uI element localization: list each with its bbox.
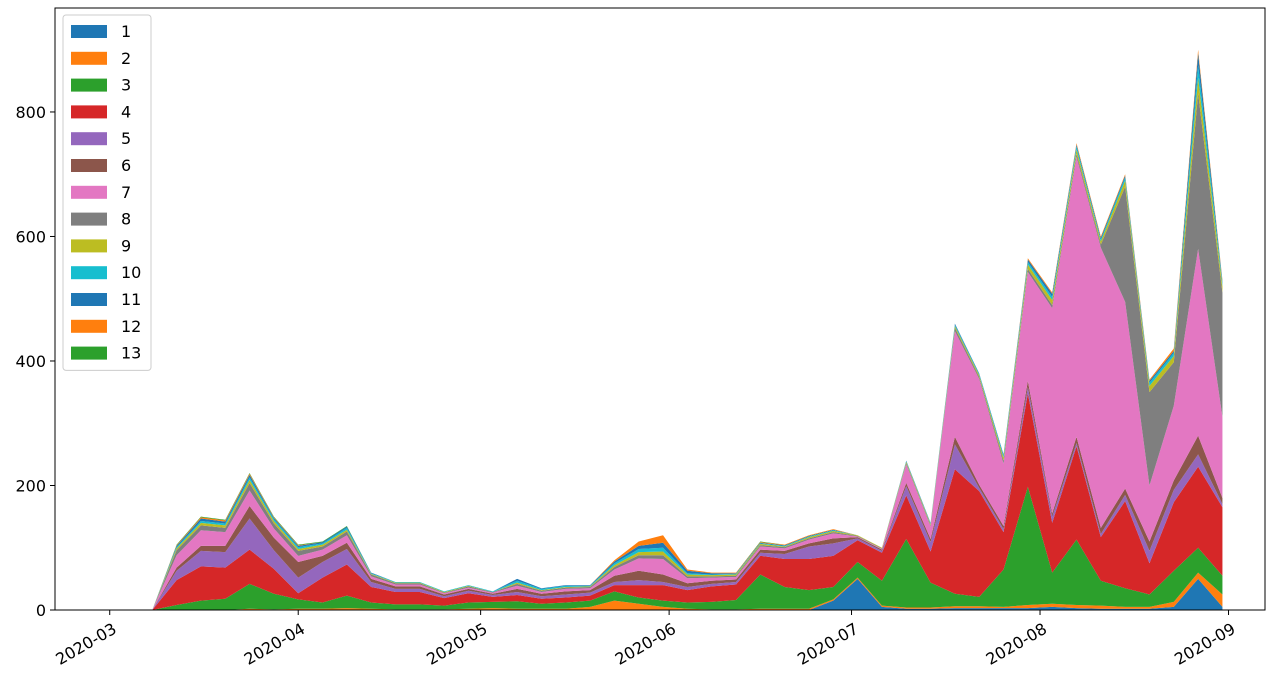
x-tick-label: 2020-04 [241,619,308,669]
x-tick-label: 2020-05 [423,619,490,669]
legend-label: 8 [121,210,131,229]
x-tick-label: 2020-06 [612,619,679,669]
x-tick-label: 2020-09 [1171,619,1238,669]
legend-label: 9 [121,236,131,255]
legend-swatch [71,346,107,360]
legend-swatch [71,239,107,253]
legend-label: 6 [121,156,131,175]
legend-label: 1 [121,22,131,41]
legend-label: 5 [121,129,131,148]
x-tick-label: 2020-03 [52,619,119,669]
legend-swatch [71,159,107,172]
area [152,486,1223,610]
legend-label: 2 [121,49,131,68]
legend-label: 7 [121,183,131,202]
legend-swatch [71,212,107,226]
y-tick-label: 600 [15,227,46,246]
legend-swatch [71,185,107,199]
legend-swatch [71,105,107,119]
area [152,380,1223,610]
y-tick-label: 800 [15,103,46,122]
legend-label: 4 [121,102,131,121]
legend-label: 11 [121,290,141,309]
x-tick-label: 2020-08 [983,619,1050,669]
legend-swatch [71,78,107,92]
legend-label: 13 [121,344,141,363]
legend-swatch [71,51,107,65]
legend-label: 3 [121,76,131,95]
legend-swatch [71,293,107,306]
legend-swatch [71,319,107,333]
x-tick-label: 2020-07 [794,619,861,669]
area [152,393,1223,610]
legend-swatch [71,266,107,280]
y-tick-label: 0 [36,601,46,620]
areas [152,49,1223,611]
legend-swatch [71,25,107,38]
y-tick-label: 200 [15,476,46,495]
legend-label: 12 [121,317,141,336]
legend-swatch [71,132,107,146]
y-tick-label: 400 [15,352,46,371]
legend-label: 10 [121,263,141,282]
plot-frame [54,7,1266,611]
